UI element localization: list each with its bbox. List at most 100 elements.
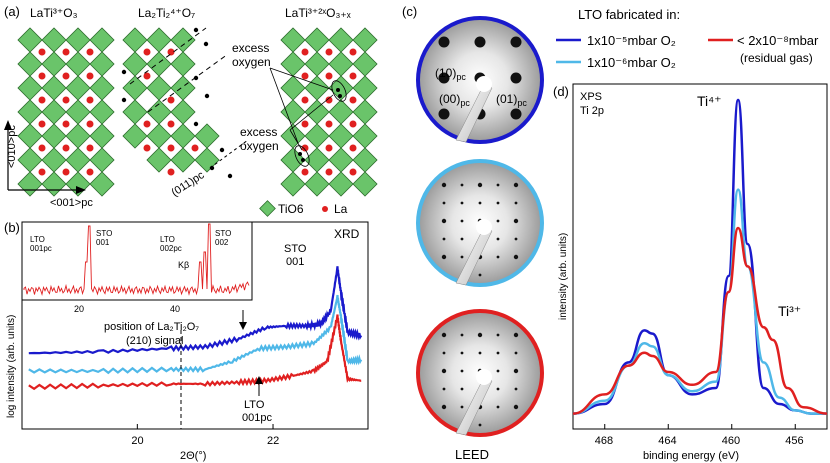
tio6-octahedron <box>352 75 378 101</box>
leed-spot <box>460 387 464 391</box>
tio6-legend-icon <box>259 200 276 217</box>
leed-spot <box>438 108 450 120</box>
la-atom <box>62 48 70 56</box>
la-atom <box>301 72 309 80</box>
sto-label-2: 001 <box>286 256 304 268</box>
tio6-octahedron <box>352 27 378 53</box>
tio6-octahedron <box>352 171 378 197</box>
leed-spot <box>460 369 464 373</box>
tio6-octahedron <box>89 75 115 101</box>
position-note-1: position of La₂Ti₂O₇ <box>104 321 199 333</box>
ti3-label: Ti³⁺ <box>778 303 801 319</box>
la-atom <box>325 168 333 176</box>
tio6-octahedron <box>41 123 67 149</box>
xps-xlabel: binding energy (eV) <box>643 450 739 462</box>
la-atom <box>143 48 151 56</box>
inset-sto-001: STO <box>96 229 112 238</box>
xps-series-2 <box>572 226 828 415</box>
panel-d-label: (d) <box>553 84 569 99</box>
la-atom <box>301 48 309 56</box>
leed-spot <box>496 351 500 355</box>
oxygen-atom <box>336 88 340 92</box>
axis-x-label: <001>pc <box>50 197 93 209</box>
leed-spot <box>441 404 447 410</box>
leed-spot <box>496 183 500 187</box>
xps-x-ticks: 468 464 460 456 <box>595 424 804 447</box>
oxygen-atom <box>219 147 225 153</box>
legend-tio6: TiO6 <box>278 202 304 216</box>
electron-gun <box>476 219 492 235</box>
tio6-octahedron <box>65 75 91 101</box>
leed-ring <box>416 309 544 437</box>
tio6-octahedron <box>65 147 91 173</box>
inset-tick-40: 40 <box>170 304 180 314</box>
position-note-2: (210) signal <box>126 335 183 347</box>
tio6-octahedron <box>352 51 378 77</box>
tio6-octahedron <box>17 27 43 53</box>
oxygen-atom <box>193 121 199 127</box>
electron-gun <box>476 369 492 385</box>
xps-tick-label: 464 <box>658 435 676 447</box>
leed-spot <box>460 351 464 355</box>
la-atom <box>167 120 175 128</box>
tio6-octahedron <box>89 51 115 77</box>
leed-spot <box>460 201 464 205</box>
tio6-octahedron <box>65 123 91 149</box>
leed-spot <box>496 219 500 223</box>
tio6-octahedron <box>65 99 91 125</box>
tio6-octahedron <box>170 75 196 101</box>
leed-spot <box>442 201 446 205</box>
oxygen-atom <box>298 152 302 156</box>
la-atom <box>301 120 309 128</box>
la-atom <box>143 120 151 128</box>
leed-label: LEED <box>455 447 489 462</box>
xrd-tick-label: 20 <box>131 435 143 447</box>
tio6-octahedron <box>328 75 354 101</box>
inset-sto-002-idx: 002 <box>215 238 229 247</box>
tio6-octahedron <box>146 51 172 77</box>
tio6-octahedron <box>170 51 196 77</box>
tio6-octahedron <box>17 99 43 125</box>
leed-spot <box>510 36 522 48</box>
leed-spot <box>460 237 464 241</box>
tio6-octahedron <box>17 75 43 101</box>
leed-spot <box>496 237 500 241</box>
leed-spot <box>477 332 483 338</box>
leed-ring <box>416 16 544 144</box>
tio6-octahedron <box>146 123 172 149</box>
oxygen-atom <box>204 93 210 99</box>
tio6-octahedron <box>280 75 306 101</box>
plane-label: (011)pc <box>169 169 207 199</box>
la-atom <box>301 168 309 176</box>
oxygen-atom <box>193 75 199 81</box>
xps-method: XPS <box>580 91 602 103</box>
excess-oxygen-top-2: oxygen <box>232 55 271 69</box>
inset-lto-001: LTO <box>30 235 45 244</box>
leed-spot <box>442 351 446 355</box>
leed-pattern-low-o2 <box>416 309 544 437</box>
xrd-xlabel: 2Θ(°) <box>180 450 206 462</box>
panel-a: (a) LaTi³⁺O₃ La₂Ti₂⁴⁺O₇ LaTi³⁺²ˣO₃₊ₓ exc… <box>4 4 378 217</box>
leed-spot <box>496 369 500 373</box>
electron-gun <box>476 76 492 92</box>
oxygen-atom <box>193 27 199 33</box>
tio6-octahedron <box>170 123 196 149</box>
tio6-octahedron <box>328 27 354 53</box>
tio6-octahedron <box>328 51 354 77</box>
inset-lto-002: LTO <box>160 235 175 244</box>
tio6-octahedron <box>304 27 330 53</box>
leed-spot <box>460 405 464 409</box>
tio6-octahedron <box>122 51 148 77</box>
tio6-octahedron <box>41 75 67 101</box>
xps-series-0 <box>572 98 827 415</box>
leed-spot <box>510 72 522 84</box>
tio6-octahedron <box>122 123 148 149</box>
axis-y-label: <010>pc <box>6 125 18 168</box>
tio6-octahedron <box>280 51 306 77</box>
intermediate-structure <box>280 27 378 197</box>
legend-la: La <box>334 202 348 216</box>
tio6-octahedron <box>122 99 148 125</box>
tio6-octahedron <box>17 51 43 77</box>
la-atom <box>349 144 357 152</box>
arrow-head-top <box>239 322 247 330</box>
